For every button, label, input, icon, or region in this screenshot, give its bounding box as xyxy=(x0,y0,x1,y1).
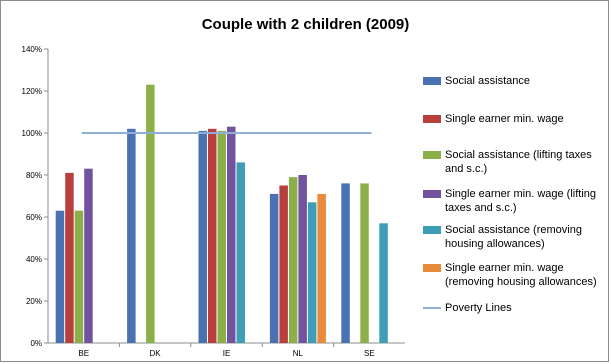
bar-se-series-1 xyxy=(341,183,350,343)
legend-label: Single earner min. wage (lifting taxes a… xyxy=(445,188,597,214)
bar-ie-series-3 xyxy=(217,130,226,343)
legend-swatch xyxy=(423,151,441,159)
x-tick-label: IE xyxy=(223,349,231,358)
y-tick-label: 100% xyxy=(22,129,42,138)
x-tick-label: DK xyxy=(150,349,162,358)
bar-dk-series-1 xyxy=(127,128,136,343)
y-tick-label: 60% xyxy=(26,213,42,222)
bar-be-series-2 xyxy=(65,172,74,343)
bar-se-series-3 xyxy=(360,183,369,343)
bar-nl-series-2 xyxy=(279,185,288,343)
legend-swatch xyxy=(423,115,441,123)
bar-ie-series-4 xyxy=(227,126,236,343)
bar-nl-series-5 xyxy=(307,202,317,343)
bar-be-series-3 xyxy=(74,210,84,343)
bar-nl-series-4 xyxy=(298,175,307,343)
bar-nl-series-3 xyxy=(288,177,298,343)
legend-label: Social assistance xyxy=(445,75,530,87)
legend-swatch xyxy=(423,77,441,85)
x-tick-label: NL xyxy=(293,349,304,358)
legend-label: Poverty Lines xyxy=(445,302,512,314)
bar-be-series-4 xyxy=(84,168,93,343)
legend-label: Single earner min. wage xyxy=(445,113,564,125)
y-tick-label: 120% xyxy=(22,87,42,96)
y-tick-label: 40% xyxy=(26,255,42,264)
bar-nl-series-1 xyxy=(269,193,279,343)
legend-label: Social assistance (removing housing allo… xyxy=(445,224,582,250)
x-tick-label: BE xyxy=(78,349,89,358)
bar-ie-series-5 xyxy=(236,162,245,343)
chart-title: Couple with 2 children (2009) xyxy=(201,16,410,33)
y-tick-label: 80% xyxy=(26,171,42,180)
legend-line-swatch xyxy=(423,307,441,309)
y-tick-label: 140% xyxy=(22,45,42,54)
bar-se-series-5 xyxy=(379,223,388,343)
y-tick-label: 0% xyxy=(30,339,42,348)
bar-ie-series-1 xyxy=(198,130,207,343)
bar-be-series-1 xyxy=(55,210,65,343)
bar-nl-series-6 xyxy=(317,193,326,343)
legend-label: Single earner min. wage (removing housin… xyxy=(445,262,597,288)
legend-label: Social assistance (lifting taxes and s.c… xyxy=(445,149,592,175)
x-tick-label: SE xyxy=(364,349,375,358)
y-tick-label: 20% xyxy=(26,297,42,306)
bar-ie-series-2 xyxy=(208,128,217,343)
legend-swatch xyxy=(423,226,441,234)
bar-dk-series-3 xyxy=(146,84,155,343)
legend-swatch xyxy=(423,190,441,198)
legend-swatch xyxy=(423,264,441,272)
